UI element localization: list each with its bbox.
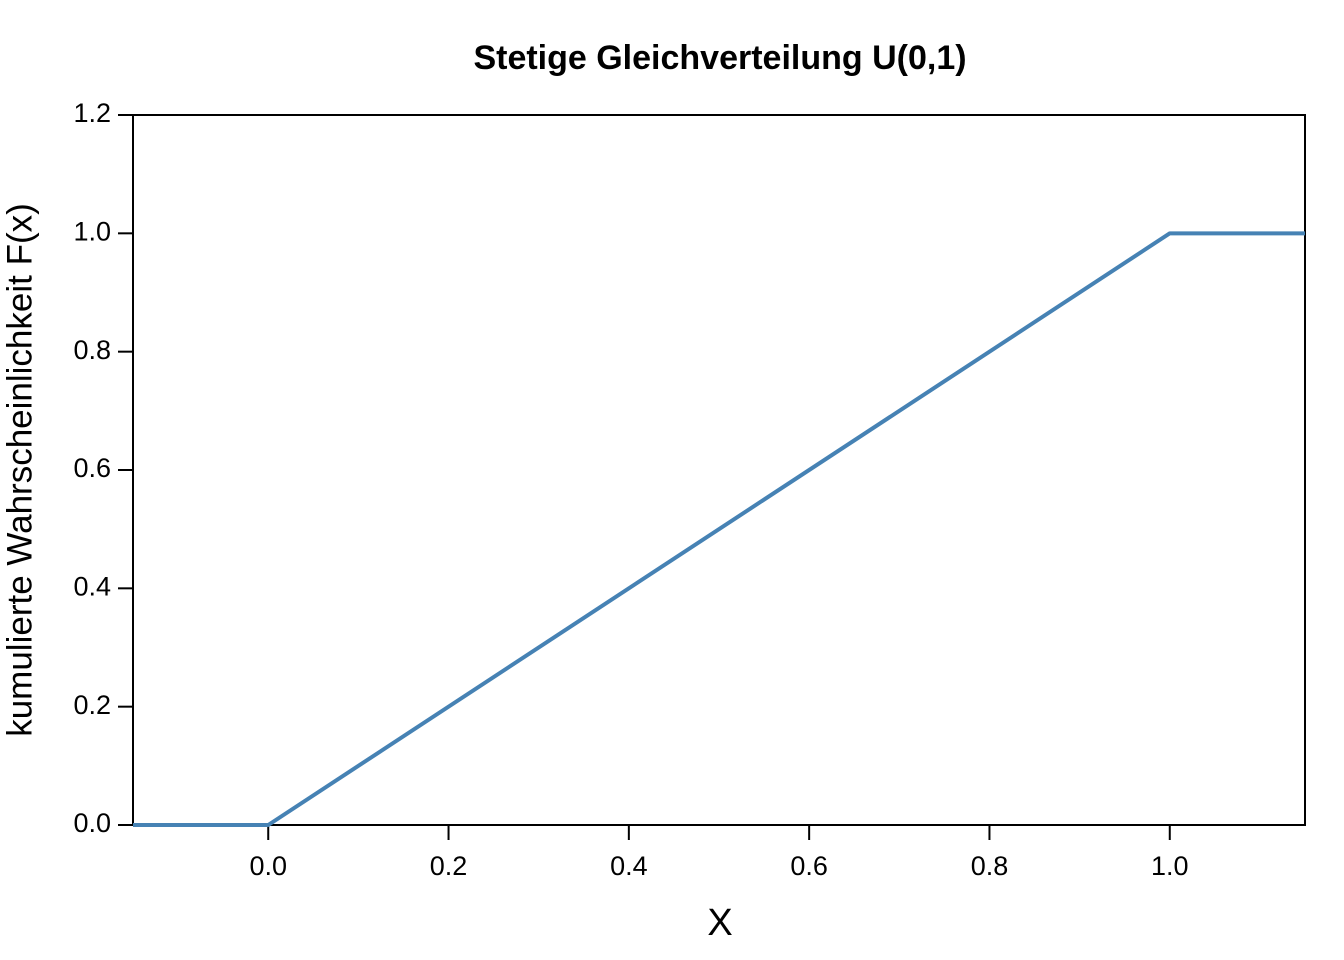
- y-tick-label: 0.6: [73, 453, 111, 483]
- y-tick-label: 1.0: [73, 216, 111, 246]
- y-tick-label: 0.8: [73, 335, 111, 365]
- x-tick-label: 0.8: [971, 851, 1009, 881]
- x-tick-label: 0.0: [249, 851, 287, 881]
- y-tick-label: 1.2: [73, 98, 111, 128]
- cdf-line: [133, 231, 1305, 827]
- y-tick-label: 0.4: [73, 571, 111, 601]
- x-tick-label: 1.0: [1151, 851, 1189, 881]
- chart-title: Stetige Gleichverteilung U(0,1): [473, 39, 966, 77]
- x-axis-label: X: [707, 902, 732, 944]
- x-tick-label: 0.2: [430, 851, 468, 881]
- y-tick-label: 0.0: [73, 808, 111, 838]
- y-axis-label: kumulierte Wahrscheinlichkeit F(x): [0, 203, 39, 737]
- x-tick-label: 0.4: [610, 851, 648, 881]
- x-tick-label: 0.6: [790, 851, 828, 881]
- y-tick-label: 0.2: [73, 690, 111, 720]
- plot-frame: [132, 114, 1306, 826]
